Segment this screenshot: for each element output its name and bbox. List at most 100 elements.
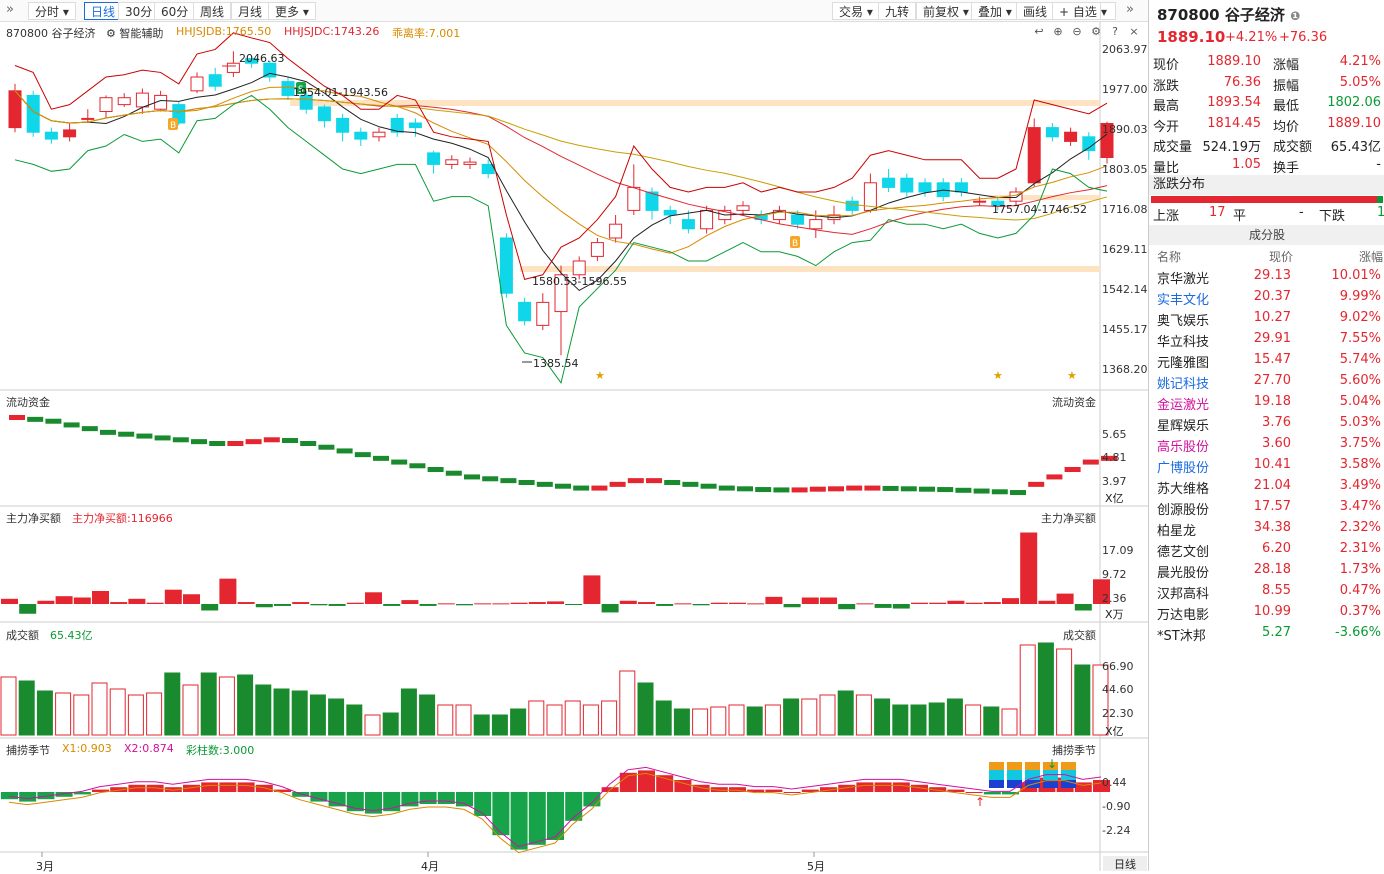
add-icon[interactable]: ⊕ [1053, 25, 1063, 38]
stock-row[interactable]: 奥飞娱乐 10.27 9.02% [1149, 308, 1384, 329]
flow-bar [1082, 459, 1099, 465]
stock-row[interactable]: 柏星龙 34.38 2.32% [1149, 518, 1384, 539]
stock-row[interactable]: *ST沐邦 5.27 -3.66% [1149, 623, 1384, 644]
stock-row[interactable]: 万达电影 10.99 0.37% [1149, 602, 1384, 623]
period-corner[interactable]: 日线 [1103, 856, 1147, 871]
flow-bar [664, 480, 681, 485]
flow-bar [300, 441, 317, 446]
stock-row[interactable]: 金运激光 19.18 5.04% [1149, 392, 1384, 413]
volume-bar [946, 698, 963, 736]
quote-value: - [1376, 156, 1381, 172]
tab-5[interactable]: 月线 [231, 2, 270, 20]
minus-icon[interactable]: ⊖ [1072, 25, 1082, 38]
stock-row[interactable]: 元隆雅图 15.47 5.74% [1149, 350, 1384, 371]
sell-badge [296, 82, 306, 94]
stock-row[interactable]: 苏大维格 21.04 3.49% [1149, 476, 1384, 497]
net-bar [965, 602, 983, 604]
season-bar [692, 784, 710, 792]
close-icon[interactable]: × [1129, 25, 1139, 38]
toolbar-right-3[interactable]: 叠加 ▾ [971, 2, 1019, 20]
candle [1100, 122, 1114, 159]
tab-1[interactable]: 日线 [84, 2, 123, 20]
stock-row[interactable]: 京华激光 29.13 10.01% [1149, 266, 1384, 287]
candle [791, 214, 805, 225]
stock-row[interactable]: 实丰文化 20.37 9.99% [1149, 287, 1384, 308]
quote-label: 均价 [1273, 119, 1300, 135]
quote-row: 成交量 524.19万 成交额 65.43亿 [1149, 134, 1384, 155]
season-bar [164, 787, 182, 792]
chart-canvas[interactable]: ★ ★ ★ B B S ↑ ↓ [0, 22, 1148, 871]
settings-icon[interactable]: ↩ [1034, 25, 1044, 38]
flow-bar [627, 478, 644, 484]
col-name: 名称 [1157, 250, 1182, 264]
volume-bar [637, 682, 654, 736]
tab-3[interactable]: 60分 [154, 2, 196, 20]
flow-bar [81, 426, 98, 432]
candle [372, 131, 386, 138]
season-color-bar [1043, 780, 1058, 788]
collapse-icon[interactable]: » [6, 2, 14, 17]
season-y-label: -0.90 [1102, 800, 1131, 813]
tab-6[interactable]: 更多 ▾ [268, 2, 316, 20]
stock-row[interactable]: 华立科技 29.91 7.55% [1149, 329, 1384, 350]
stock-name: 晨光股份 [1157, 566, 1210, 581]
stock-row[interactable]: 德艺文创 6.20 2.31% [1149, 539, 1384, 560]
expand-icon[interactable]: » [1126, 2, 1134, 17]
kline-chart-area[interactable]: ★ ★ ★ B B S ↑ ↓ 870800 谷子经济 ⚙ 智能辅助 HHJSJDB:1765… [0, 22, 1148, 873]
main-y-label: 1977.00 [1102, 83, 1148, 96]
net-bar [128, 598, 146, 604]
toolbar-right-1[interactable]: 九转 [878, 2, 917, 20]
gear-icon[interactable]: ⚙ [1091, 25, 1101, 38]
candle [1027, 127, 1041, 184]
flow-bar [391, 459, 408, 465]
season-right-title: 捕捞季节 [1052, 744, 1096, 757]
stock-row[interactable]: 创源股份 17.57 3.47% [1149, 497, 1384, 518]
stock-row[interactable]: 高乐股份 3.60 3.75% [1149, 434, 1384, 455]
info-icon[interactable]: ❶ [1290, 9, 1301, 23]
assist-toggle[interactable]: ⚙ 智能辅助 [106, 25, 163, 41]
flow-y-label: 4.81 [1102, 451, 1127, 464]
toolbar-right-4[interactable]: 画线 [1016, 2, 1055, 20]
help-icon[interactable]: ? [1112, 25, 1118, 38]
candle [226, 62, 240, 73]
stock-row[interactable]: 汉邦高科 8.55 0.47% [1149, 581, 1384, 602]
quote-label: 成交额 [1273, 140, 1313, 155]
stock-row[interactable]: 姚记科技 27.70 5.60% [1149, 371, 1384, 392]
season-color-bar [1007, 780, 1022, 788]
flow-bar [118, 431, 135, 437]
flow-bar [482, 476, 499, 482]
volume-bar [655, 700, 672, 736]
candle [81, 117, 95, 120]
volume-bar [309, 694, 326, 736]
watchlist-dropdown-icon[interactable]: ▾ [1100, 2, 1116, 20]
toolbar-right-2[interactable]: 前复权 ▾ [916, 2, 976, 20]
flow-bar [646, 478, 662, 484]
tab-0[interactable]: 分时 ▾ [28, 2, 76, 20]
season-bar [1074, 782, 1092, 792]
stock-row[interactable]: 晨光股份 28.18 1.73% [1149, 560, 1384, 581]
main-y-label: 1890.03 [1102, 123, 1148, 136]
candle [317, 106, 331, 122]
candle [554, 274, 568, 313]
net-bar [801, 597, 819, 604]
stock-change: 5.74% [1339, 352, 1381, 367]
main-y-label: 1542.14 [1102, 283, 1148, 296]
quote-value: 76.36 [1223, 74, 1261, 90]
toolbar-right-0[interactable]: 交易 ▾ [832, 2, 880, 20]
net-bar [55, 596, 73, 604]
net-bar [164, 589, 182, 604]
volume-bar [18, 680, 35, 736]
candle [700, 209, 714, 230]
tab-4[interactable]: 周线 [193, 2, 232, 20]
stock-row[interactable]: 星辉娱乐 3.76 5.03% [1149, 413, 1384, 434]
net-y-label: 2.36 [1102, 592, 1127, 605]
candle [882, 177, 896, 188]
candle [627, 186, 641, 211]
flow-bar [955, 487, 972, 493]
dist-up-bar [1151, 196, 1377, 203]
net-bar [365, 592, 382, 604]
flow-bar [846, 485, 863, 491]
flow-bar [136, 433, 153, 439]
toolbar-right-5[interactable]: + 自选 [1052, 2, 1104, 20]
stock-row[interactable]: 广博股份 10.41 3.58% [1149, 455, 1384, 476]
